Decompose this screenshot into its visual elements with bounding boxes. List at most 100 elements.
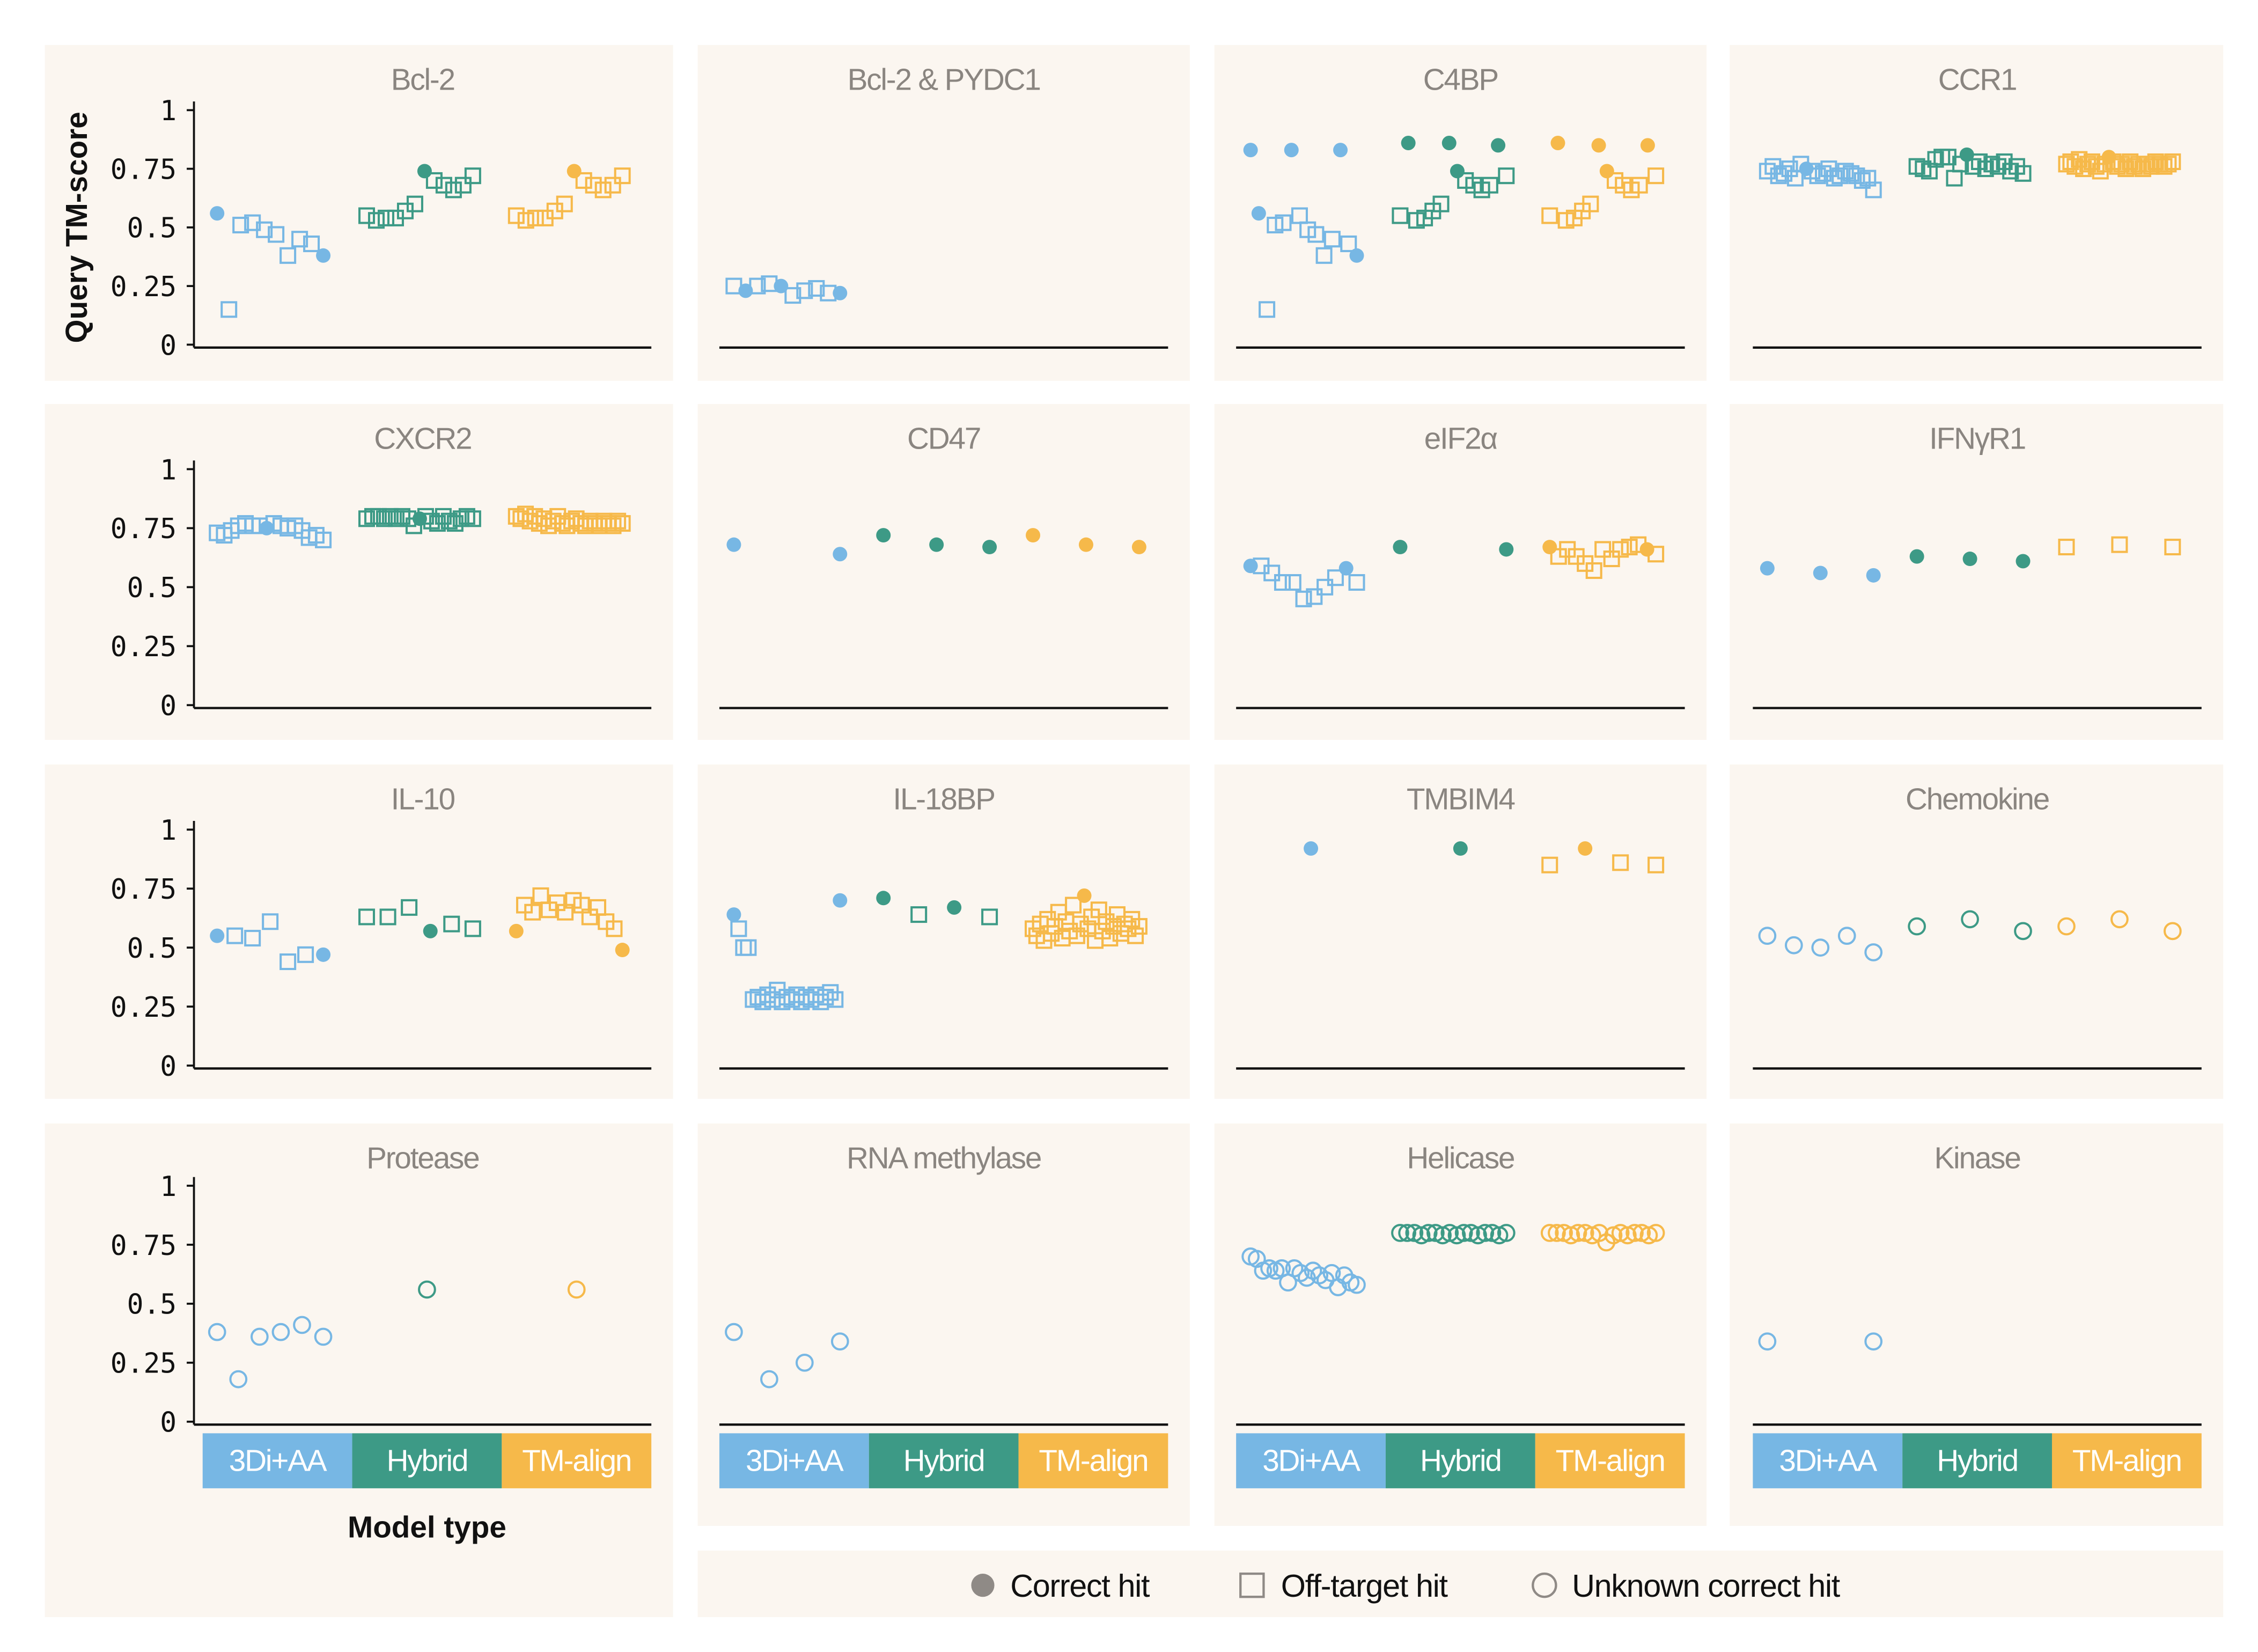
- panel-background: [1730, 45, 2224, 381]
- unknown-correct-hit-point: [208, 1323, 226, 1341]
- off-target-hit-point: [508, 207, 525, 224]
- correct-hit-point: [567, 164, 582, 179]
- off-target-hit-point: [393, 508, 410, 525]
- unknown-correct-hit-point: [418, 1280, 436, 1299]
- model-type-label: TM-align: [1039, 1444, 1148, 1478]
- correct-hit-point: [1131, 540, 1146, 555]
- off-target-hit-point: [1647, 546, 1665, 563]
- panel-title: Protease: [366, 1142, 479, 1176]
- off-target-hit-point: [594, 181, 612, 199]
- correct-hit-point: [726, 907, 741, 922]
- off-target-hit-point: [262, 913, 279, 930]
- off-target-hit-point: [445, 181, 462, 199]
- correct-hit-point: [876, 528, 891, 543]
- off-target-hit-point: [1631, 177, 1648, 194]
- unknown-correct-hit-point: [1811, 938, 1830, 957]
- panel-title: Helicase: [1407, 1142, 1514, 1176]
- off-target-hit-point: [2164, 153, 2181, 170]
- correct-hit-point: [1760, 561, 1775, 576]
- y-tick-label: 0.75: [111, 513, 176, 545]
- facet-panel: Helicase 3Di+AA Hybrid TM-align: [1214, 1123, 1707, 1526]
- off-target-hit-point: [1284, 574, 1301, 591]
- off-target-hit-point: [280, 953, 297, 971]
- y-tick-label: 0.75: [111, 873, 176, 906]
- off-target-hit-point: [1848, 167, 1865, 185]
- off-target-hit-point: [981, 908, 998, 926]
- y-axis-label: Query TM-score: [60, 112, 94, 343]
- model-type-label: TM-align: [2072, 1444, 2181, 1478]
- correct-hit-point: [423, 923, 438, 938]
- off-target-hit-point: [1316, 578, 1334, 596]
- off-target-hit-point: [2071, 151, 2088, 168]
- off-target-hit-point: [609, 512, 627, 530]
- off-target-hit-point: [1594, 541, 1612, 558]
- off-target-hit-point: [435, 177, 452, 194]
- off-target-hit-point: [784, 287, 801, 304]
- panel-title: CCR1: [1938, 63, 2017, 97]
- off-target-hit-point: [1612, 541, 1629, 558]
- correct-hit-point: [1962, 552, 1977, 567]
- panel-title: IL-18BP: [893, 782, 995, 816]
- model-type-strip: [869, 1433, 1019, 1488]
- y-tick-label: 0.25: [111, 631, 176, 663]
- off-target-hit-point: [377, 209, 395, 226]
- unknown-correct-hit-point: [271, 1323, 290, 1341]
- off-target-hit-point: [226, 927, 244, 944]
- y-tick-label: 1: [160, 95, 176, 127]
- correct-hit-point: [1338, 561, 1354, 576]
- off-target-hit-point: [1759, 163, 1776, 180]
- correct-hit-point: [1813, 566, 1828, 581]
- model-type-label: 3Di+AA: [746, 1444, 844, 1478]
- off-target-hit-point: [425, 172, 443, 189]
- facet-panel: CD47: [697, 404, 1190, 740]
- off-target-hit-point: [381, 508, 399, 525]
- y-tick-label: 0.5: [127, 1289, 177, 1321]
- off-target-hit-point: [1348, 574, 1365, 591]
- off-target-hit-point: [358, 510, 376, 527]
- unknown-correct-hit-point: [1961, 910, 1979, 929]
- unknown-correct-hit-point: [1864, 1332, 1883, 1351]
- off-target-hit-point: [1498, 167, 1515, 185]
- off-target-hit-point: [1323, 231, 1341, 248]
- correct-hit-point: [982, 540, 997, 555]
- off-target-hit-point: [1541, 207, 1558, 224]
- off-target-hit-point: [827, 991, 844, 1008]
- correct-hit-point: [1026, 528, 1041, 543]
- off-target-hit-point: [454, 177, 472, 194]
- off-target-hit-point: [1804, 163, 1821, 180]
- panel-title: Bcl-2: [391, 63, 454, 97]
- model-type-label: TM-align: [1556, 1444, 1665, 1478]
- off-target-hit-point: [2087, 158, 2105, 175]
- off-target-hit-point: [1295, 590, 1312, 607]
- correct-hit-point: [1639, 542, 1654, 557]
- y-tick-label: 0.75: [111, 1230, 176, 1262]
- legend-label: Unknown correct hit: [1572, 1568, 1841, 1604]
- off-target-hit-point: [1340, 235, 1357, 252]
- y-tick-label: 0: [160, 1051, 176, 1083]
- off-target-hit-point: [740, 939, 757, 956]
- off-target-hit-point: [556, 195, 573, 212]
- off-target-hit-point: [2147, 153, 2164, 170]
- panel-title: RNA methylase: [847, 1142, 1041, 1176]
- unknown-correct-hit-point: [1837, 927, 1856, 945]
- off-target-hit-point: [1865, 181, 1882, 199]
- facet-panel: C4BP: [1214, 45, 1707, 381]
- y-tick-label: 0.25: [111, 992, 176, 1024]
- correct-hit-point: [210, 206, 225, 221]
- off-target-hit-point: [367, 212, 385, 229]
- off-target-hit-point: [268, 226, 285, 243]
- correct-hit-point: [316, 248, 331, 263]
- correct-hit-legend-icon: [971, 1574, 995, 1597]
- correct-hit-point: [1909, 549, 1924, 564]
- y-tick-label: 0: [160, 1407, 176, 1439]
- y-tick-label: 1: [160, 1171, 176, 1203]
- correct-hit-point: [1077, 888, 1092, 903]
- legend-background: [697, 1550, 2224, 1617]
- model-type-label: 3Di+AA: [1262, 1444, 1360, 1478]
- off-target-hit-point: [2083, 153, 2100, 170]
- correct-hit-point: [1542, 540, 1557, 555]
- off-target-hit-point: [1274, 574, 1291, 591]
- panel-title: Kinase: [1934, 1142, 2020, 1176]
- off-target-hit-point: [1541, 856, 1558, 873]
- off-target-hit-point: [1859, 170, 1877, 187]
